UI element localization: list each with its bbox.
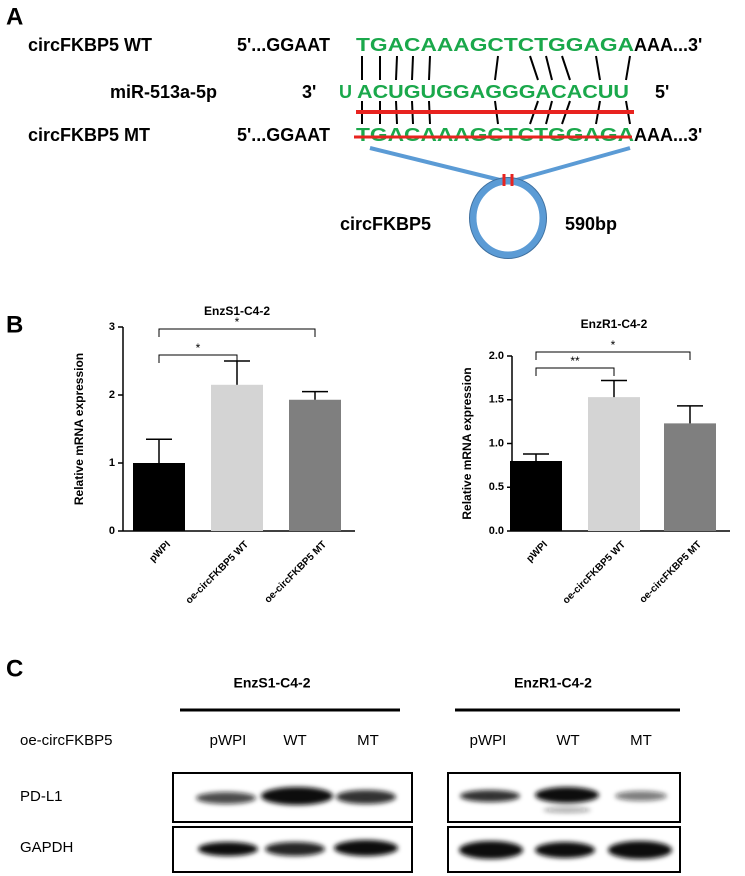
significance-bracket [158,328,316,337]
x-tick-label: pWPI [148,539,174,565]
sequence: ACUGUGGAGGGACACUU [357,82,629,102]
significance-label: * [235,315,240,329]
bar [664,423,716,531]
connector [369,146,501,182]
connector [515,146,631,182]
seq-left: 5'...GGAAT [237,125,330,145]
y-tick-label: 2.0 [489,350,504,362]
bar [133,463,185,531]
size-label: 590bp [565,214,617,234]
bar [588,397,640,531]
x-tick-label: pWPI [525,539,551,565]
seq-left: 3' [302,82,316,102]
seq-name: miR-513a-5p [110,82,217,102]
significance-label: ** [570,354,580,368]
bar [211,384,263,531]
error-bar [523,453,549,461]
error-bar [601,379,627,398]
significance-label: * [611,338,616,352]
y-tick-label: 3 [109,321,115,333]
y-axis-label: Relative mRNA expression [460,367,474,519]
error-bar [224,360,250,385]
seq-name: circFKBP5 WT [28,35,152,55]
y-tick-label: 0.0 [489,525,504,537]
seq-right: AAA...3' [634,125,702,145]
significance-label: * [196,341,201,355]
seq-left: 5'...GGAAT [237,35,330,55]
lane-label: MT [357,732,379,749]
seq-name: circFKBP5 MT [28,125,150,145]
y-axis-label: Relative mRNA expression [72,353,86,505]
error-bar [677,405,703,424]
y-tick-label: 0 [109,525,115,537]
error-bar [146,438,172,463]
chart-title: EnzS1-C4-2 [204,304,270,318]
significance-bracket [158,354,238,363]
sequence: TGACAAAGCTCTGGAGA [356,35,634,55]
error-bar [302,390,328,400]
lane-label: MT [630,732,652,749]
significance-bracket [535,367,615,376]
blot-left [172,772,413,873]
y-tick-label: 1 [109,457,115,469]
x-tick-label: oe-circFKBP5 WT [184,539,251,606]
significance-bracket [535,351,691,360]
lane-label: pWPI [470,732,507,749]
circ-rna [469,177,547,259]
bar [289,399,341,531]
row-label: PD-L1 [20,788,63,805]
x-tick-label: oe-circFKBP5 MT [638,539,704,605]
panel-label: A [6,3,23,30]
circle-label: circFKBP5 [340,214,431,234]
lane-label: pWPI [210,732,247,749]
y-tick-label: 0.5 [489,481,504,493]
blot-right [447,772,681,873]
panel-label: C [6,655,23,682]
x-tick-label: oe-circFKBP5 MT [263,539,329,605]
sequence: U [339,82,352,102]
row-header: oe-circFKBP5 [20,732,113,749]
circ-rna-outline [469,177,547,259]
y-tick-label: 1.5 [489,394,504,406]
lane-label: WT [283,732,306,749]
sequence: TGACAAAGCTCTGGAGA [356,125,634,145]
y-tick-label: 1.0 [489,437,504,449]
group-title: EnzS1-C4-2 [233,675,310,691]
group-title: EnzR1-C4-2 [514,675,592,691]
panel-label: B [6,311,23,338]
bar [510,461,562,531]
x-tick-label: oe-circFKBP5 WT [561,539,628,606]
seq-right: 5' [655,82,669,102]
row-label: GAPDH [20,839,73,856]
lane-label: WT [556,732,579,749]
seq-right: AAA...3' [634,35,702,55]
y-tick-label: 2 [109,389,115,401]
chart-title: EnzR1-C4-2 [581,317,648,331]
